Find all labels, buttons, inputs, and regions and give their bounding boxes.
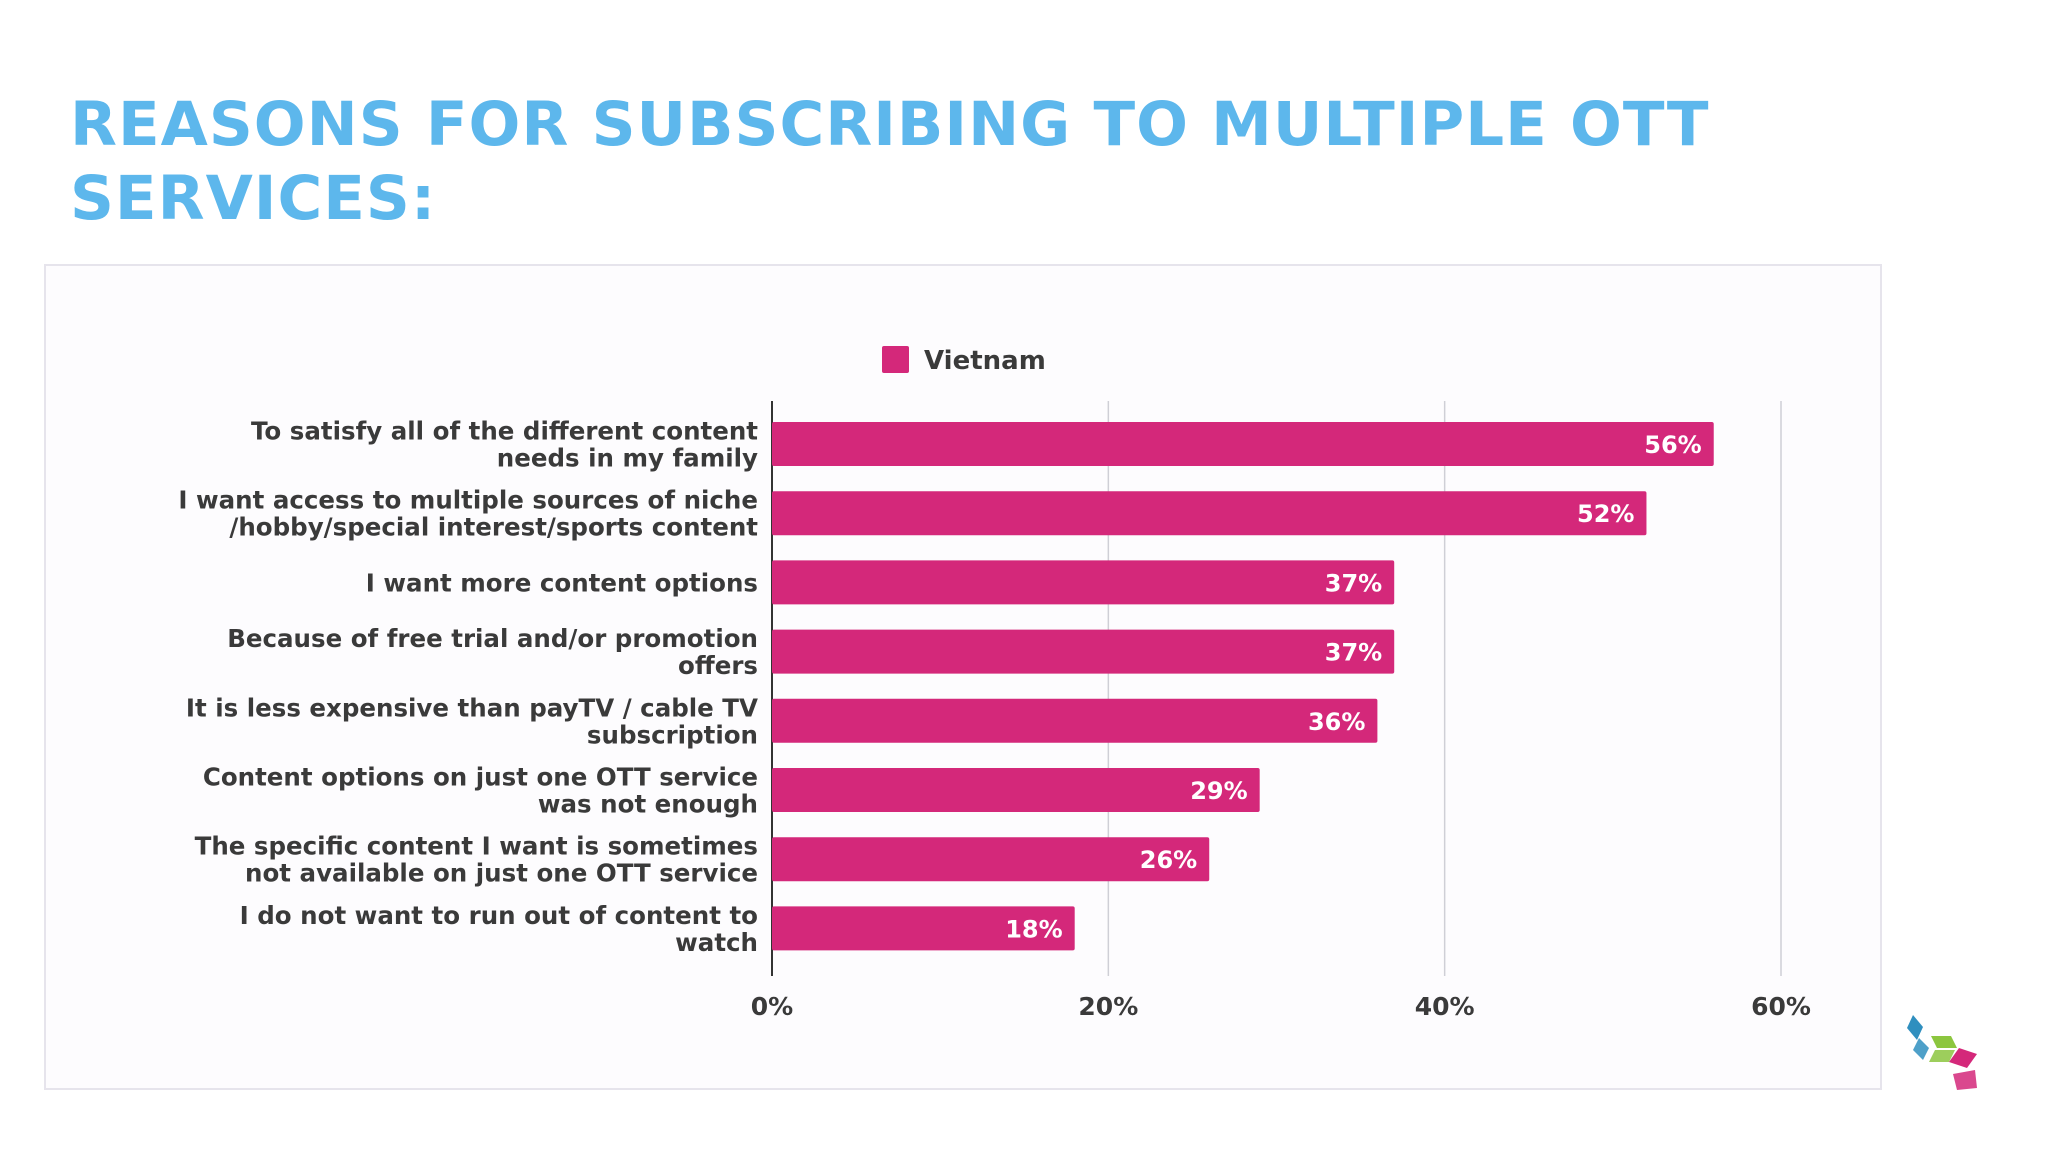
- logo-cube-green: [1931, 1036, 1957, 1048]
- x-tick-label: 20%: [1078, 992, 1138, 1021]
- category-label: The specific content I want is sometimes: [195, 832, 758, 861]
- bar: [772, 837, 1210, 882]
- category-label: I want more content options: [366, 568, 758, 597]
- category-label: I do not want to run out of content to: [240, 901, 758, 930]
- bar: [772, 422, 1714, 466]
- x-tick-label: 0%: [751, 992, 793, 1021]
- bar-value-label: 26%: [1140, 846, 1197, 874]
- logo-cube-blue: [1907, 1015, 1923, 1040]
- bar-value-label: 36%: [1308, 708, 1365, 736]
- bar-value-label: 37%: [1325, 569, 1382, 597]
- logo-cube-pink: [1949, 1048, 1977, 1068]
- category-label: Content options on just one OTT service: [203, 763, 758, 792]
- logo-cube-lime: [1929, 1050, 1955, 1062]
- x-tick-label: 60%: [1751, 992, 1811, 1021]
- bar: [772, 491, 1647, 536]
- bar-value-label: 37%: [1325, 639, 1382, 667]
- bar-value-label: 18%: [1005, 915, 1062, 943]
- legend-swatch: [882, 346, 909, 373]
- bar: [772, 906, 1075, 951]
- category-label: was not enough: [538, 790, 758, 819]
- bar: [772, 629, 1395, 674]
- category-label: Because of free trial and/or promotion: [227, 624, 758, 653]
- bar-chart: 0% 20% 40% 60% Vietnam 56% To satisfy all of t…: [178, 346, 1811, 1021]
- page-title: REASONS FOR SUBSCRIBING TO MULTIPLE OTT …: [70, 89, 1710, 234]
- bar: [772, 698, 1378, 743]
- legend-label: Vietnam: [924, 346, 1046, 376]
- bar-value-label: 52%: [1577, 500, 1634, 528]
- chart-panel: 0% 20% 40% 60% Vietnam 56% To satisfy all of t…: [44, 264, 1882, 1090]
- category-label: needs in my family: [497, 444, 758, 473]
- category-label: /hobby/special interest/sports content: [229, 513, 758, 542]
- bar-value-label: 29%: [1190, 777, 1247, 805]
- bar-value-label: 56%: [1644, 431, 1701, 459]
- category-label: subscription: [587, 720, 758, 749]
- category-label: offers: [678, 651, 758, 680]
- category-label: It is less expensive than payTV / cable …: [186, 693, 758, 722]
- bar: [772, 560, 1395, 605]
- logo-cube-magenta: [1953, 1070, 1977, 1090]
- category-label: watch: [675, 928, 758, 957]
- category-label: To satisfy all of the different content: [251, 417, 758, 446]
- category-label: I want access to multiple sources of nic…: [178, 486, 758, 515]
- bar: [772, 768, 1260, 812]
- cube-logo-icon: [1907, 1015, 1977, 1090]
- logo-cube-teal: [1913, 1038, 1929, 1060]
- x-tick-label: 40%: [1415, 992, 1475, 1021]
- category-label: not available on just one OTT service: [245, 859, 758, 888]
